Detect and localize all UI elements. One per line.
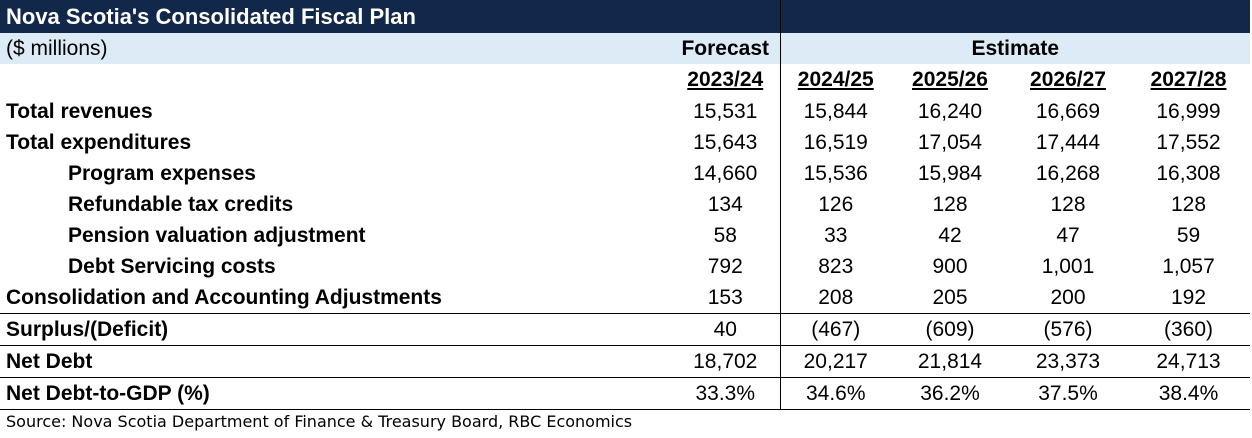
table-row: Surplus/(Deficit) 40 (467) (609) (576) (… [0,313,1250,346]
year-header: 2025/26 [912,68,988,91]
table-cell: 14,660 [693,161,758,185]
row-label: Pension valuation adjustment [68,223,366,247]
fiscal-plan-table: Nova Scotia's Consolidated Fiscal Plan (… [0,0,1250,410]
table-cell: 792 [707,254,743,278]
table-cell: 18,702 [671,345,780,378]
table-cell: (467) [779,313,891,346]
table-cell: 40 [671,313,780,346]
table-cell: 208 [779,282,891,314]
table-cell: 17,552 [1156,130,1221,154]
table-cell: 128 [1050,192,1086,216]
table-cell: 128 [1170,192,1207,216]
table-cell: 34.6% [779,377,891,410]
forecast-header: Forecast [671,33,780,64]
year-header: 2027/28 [1150,68,1227,91]
row-label: Refundable tax credits [68,192,294,216]
table-row: Debt Servicing costs 792 823 900 1,001 1… [0,251,1250,282]
table-cell: 17,054 [917,130,983,154]
source-note: Source: Nova Scotia Department of Financ… [6,412,633,431]
table-cell: 38.4% [1127,377,1250,410]
table-row: Net Debt 18,702 20,217 21,814 23,373 24,… [0,345,1250,378]
table-cell: 15,536 [779,158,891,189]
table-cell: 42 [938,223,962,247]
table-cell: 15,984 [917,161,983,185]
table-cell: 823 [779,251,891,282]
table-cell: 20,217 [779,345,891,378]
year-header: 2023/24 [687,68,764,91]
row-label: Surplus/(Deficit) [0,313,671,346]
table-row: Consolidation and Accounting Adjustments… [0,282,1250,314]
table-cell: 128 [932,192,968,216]
table-cell: 16,240 [917,99,983,123]
table-row: Total revenues 15,531 15,844 16,240 16,6… [0,96,1250,127]
table-cell: 1,001 [1041,254,1095,278]
row-label: Total expenditures [6,130,192,154]
table-cell: 23,373 [1009,345,1127,378]
table-cell: 15,643 [693,130,758,154]
table-cell: 47 [1056,223,1080,247]
table-title: Nova Scotia's Consolidated Fiscal Plan [0,0,780,33]
table-cell: 126 [779,189,891,220]
table-cell: 36.2% [891,377,1009,410]
table-cell: 16,669 [1035,99,1101,123]
table-cell: 16,268 [1035,161,1101,185]
title-bar-right [779,0,1250,33]
table-cell: 59 [1176,223,1201,247]
table-cell: 1,057 [1162,254,1215,278]
table-cell: (576) [1009,313,1127,346]
row-label: Net Debt [0,345,671,378]
table-cell: 16,999 [1156,99,1221,123]
table-cell: 15,531 [693,99,758,123]
table-cell: 15,844 [779,96,891,127]
table-row: Net Debt-to-GDP (%) 33.3% 34.6% 36.2% 37… [0,377,1250,410]
table-row: Refundable tax credits 134 126 128 128 1… [0,189,1250,220]
row-label: Program expenses [68,161,256,185]
table-cell: 205 [932,285,968,309]
year-row-spacer [0,64,671,96]
table-cell: 200 [1050,285,1086,309]
year-header: 2026/27 [1030,68,1106,91]
year-header: 2024/25 [779,64,891,96]
table-cell: 16,308 [1156,161,1221,185]
table-row: Program expenses 14,660 15,536 15,984 16… [0,158,1250,189]
row-label: Total revenues [6,99,153,123]
row-label: Debt Servicing costs [68,254,276,278]
row-label: Net Debt-to-GDP (%) [0,377,671,410]
table-cell: 153 [707,285,743,309]
table-cell: (360) [1127,313,1250,346]
table-cell: 33 [779,220,891,251]
units-label: ($ millions) [0,33,671,64]
table-cell: 17,444 [1035,130,1101,154]
table-cell: 58 [713,223,737,247]
table-cell: (609) [891,313,1009,346]
table-cell: 33.3% [671,377,780,410]
table-cell: 900 [932,254,968,278]
table-row: Total expenditures 15,643 16,519 17,054 … [0,127,1250,158]
table-row: Pension valuation adjustment 58 33 42 47… [0,220,1250,251]
table-cell: 37.5% [1009,377,1127,410]
table-cell: 16,519 [779,127,891,158]
table-cell: 192 [1170,285,1207,309]
table-cell: 24,713 [1127,345,1250,378]
row-label: Consolidation and Accounting Adjustments [6,285,442,309]
estimate-header: Estimate [779,33,1250,64]
table-cell: 134 [707,192,743,216]
table-cell: 21,814 [891,345,1009,378]
